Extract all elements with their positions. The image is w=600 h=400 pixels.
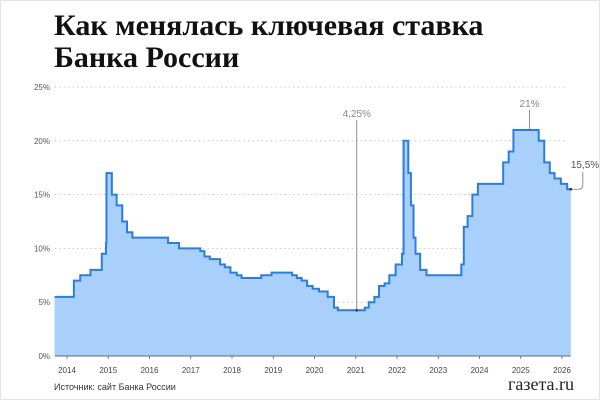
- title-line-1: Как менялась ключевая ставка: [54, 9, 484, 42]
- chart-title: Как менялась ключевая ставка Банка Росси…: [54, 10, 483, 74]
- annotation-dot: [569, 187, 573, 191]
- source-note: Источник: сайт Банка России: [54, 382, 176, 392]
- rate-line: [54, 129, 571, 312]
- x-tick-label: 2022: [388, 366, 406, 375]
- y-tick-label: 20%: [34, 137, 50, 146]
- x-tick-label: 2018: [223, 366, 241, 375]
- rate-area: [54, 130, 571, 356]
- x-tick-label: 2017: [182, 366, 200, 375]
- x-tick-label: 2020: [306, 366, 324, 375]
- y-tick-label: 0%: [38, 352, 50, 361]
- x-tick-label: 2019: [264, 366, 282, 375]
- x-tick-label: 2016: [141, 366, 159, 375]
- annotation-dot: [355, 308, 359, 312]
- annotation-current-label: 15,5%: [571, 160, 599, 171]
- x-tick-label: 2023: [429, 366, 447, 375]
- logo-suffix: ru: [559, 374, 575, 394]
- annotation-max-label: 21%: [520, 99, 540, 110]
- x-tick-label: 2026: [553, 366, 571, 375]
- logo-text: газета: [508, 374, 555, 394]
- x-tick-label: 2025: [512, 366, 530, 375]
- y-tick-label: 25%: [34, 83, 50, 92]
- logo-dot: .: [554, 374, 560, 394]
- x-tick-label: 2024: [471, 366, 489, 375]
- x-tick-label: 2021: [347, 366, 365, 375]
- x-tick-label: 2014: [58, 366, 76, 375]
- annotation-min-label: 4,25%: [343, 109, 371, 120]
- gazeta-logo: газета.ru: [508, 374, 574, 395]
- annotation-leader: [570, 172, 584, 190]
- y-tick-label: 10%: [34, 244, 50, 253]
- y-tick-label: 15%: [34, 191, 50, 200]
- y-tick-label: 5%: [38, 298, 50, 307]
- title-line-2: Банка России: [54, 41, 240, 74]
- x-tick-label: 2015: [99, 366, 117, 375]
